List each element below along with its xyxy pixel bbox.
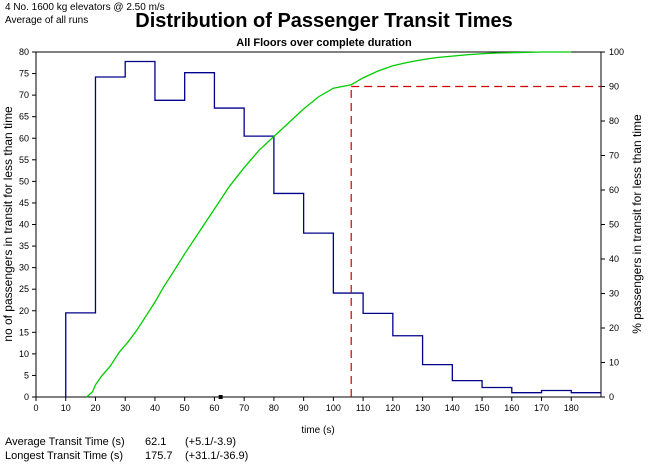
x-tick-label: 100 [326, 403, 341, 413]
x-tick-label: 110 [356, 403, 370, 413]
y2-tick-label: 100 [609, 47, 624, 57]
y2-axis-label: % passengers in transit for less than ti… [630, 114, 644, 334]
x-tick-label: 30 [120, 403, 130, 413]
y-tick-label: 50 [19, 176, 29, 186]
x-tick-label: 150 [475, 403, 490, 413]
y-tick-label: 70 [19, 90, 29, 100]
average-transit-value: 62.1 [145, 436, 167, 448]
y2-tick-label: 90 [609, 82, 619, 92]
plot-area [35, 51, 602, 398]
x-tick-label: 80 [269, 403, 279, 413]
longest-transit-label: Longest Transit Time (s) [5, 450, 123, 462]
y-tick-label: 0 [24, 392, 29, 402]
y-tick-label: 30 [19, 263, 29, 273]
y-tick-label: 20 [19, 306, 29, 316]
header-config-line: 4 No. 1600 kg elevators @ 2.50 m/s [5, 2, 165, 13]
y-tick-label: 65 [19, 112, 29, 122]
longest-transit-range: (+31.1/-36.9) [185, 450, 249, 462]
y2-tick-label: 70 [609, 151, 619, 161]
chart-title: Distribution of Passenger Transit Times [135, 10, 513, 32]
x-axis-label: time (s) [301, 425, 334, 436]
y-axis-ticks: 0 5 10 15 20 25 30 35 40 45 50 55 60 65 70 75 80 [19, 47, 36, 402]
x-tick-label: 10 [61, 403, 71, 413]
y-tick-label: 45 [19, 198, 29, 208]
y-tick-label: 55 [19, 155, 29, 165]
y-tick-label: 35 [19, 241, 29, 251]
x-tick-label: 60 [209, 403, 219, 413]
x-tick-label: 180 [564, 403, 579, 413]
longest-transit-row: Longest Transit Time (s) 175.7 (+31.1/-36.… [5, 450, 248, 463]
average-transit-label: Average Transit Time (s) [5, 436, 125, 448]
x-tick-label: 40 [150, 403, 160, 413]
x-tick-label: 120 [385, 403, 400, 413]
y2-tick-label: 80 [609, 116, 619, 126]
x-tick-label: 20 [90, 403, 100, 413]
y2-axis-ticks: 0 10 20 30 40 50 60 70 80 90 100 [601, 47, 624, 402]
cumulative-percent-series [86, 51, 572, 398]
y-tick-label: 5 [24, 370, 29, 380]
average-transit-range: (+5.1/-3.9) [185, 436, 237, 448]
y-tick-label: 80 [19, 47, 29, 57]
histogram-series [65, 60, 601, 397]
x-tick-label: 50 [180, 403, 190, 413]
y2-tick-label: 40 [609, 254, 619, 264]
y2-tick-label: 10 [609, 358, 619, 368]
y2-tick-label: 0 [609, 392, 614, 402]
average-time-marker [218, 395, 223, 399]
y-axis-label: no of passengers in transit for less tha… [1, 106, 15, 342]
x-axis-ticks: 0 10 20 30 40 50 60 70 80 90 100 110 120 130 140 150 160… [33, 397, 579, 413]
y2-tick-label: 50 [609, 220, 619, 230]
y-tick-label: 25 [19, 284, 29, 294]
y-tick-label: 10 [19, 349, 29, 359]
x-tick-label: 170 [534, 403, 549, 413]
x-tick-label: 160 [504, 403, 519, 413]
longest-transit-value: 175.7 [145, 450, 173, 462]
x-tick-label: 140 [445, 403, 460, 413]
y2-tick-label: 30 [609, 289, 619, 299]
y-tick-label: 75 [19, 69, 29, 79]
y2-tick-label: 20 [609, 323, 619, 333]
x-tick-label: 130 [415, 403, 430, 413]
chart-subtitle: All Floors over complete duration [236, 37, 412, 49]
header-average-line: Average of all runs [5, 15, 89, 26]
y-tick-label: 60 [19, 133, 29, 143]
y-tick-label: 15 [19, 327, 29, 337]
y2-tick-label: 60 [609, 185, 619, 195]
x-tick-label: 90 [299, 403, 309, 413]
average-transit-row: Average Transit Time (s) 62.1 (+5.1/-3.9) [5, 436, 236, 449]
x-tick-label: 0 [33, 403, 38, 413]
x-tick-label: 70 [239, 403, 249, 413]
y-tick-label: 40 [19, 220, 29, 230]
